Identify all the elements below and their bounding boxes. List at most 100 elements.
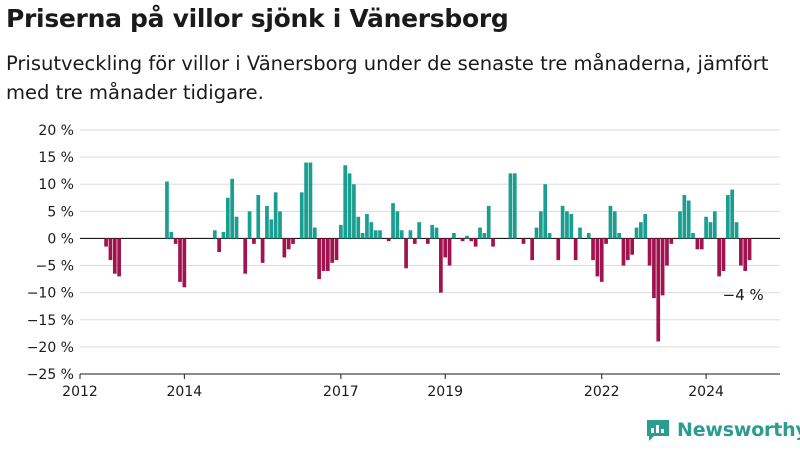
bar: [730, 189, 735, 239]
bar: [247, 211, 252, 239]
bar: [378, 230, 382, 239]
bar: [304, 162, 308, 239]
y-tick-label: −20 %: [27, 340, 74, 356]
bar: [256, 195, 261, 239]
bar: [665, 238, 669, 266]
bar: [321, 238, 326, 271]
bar: [399, 230, 404, 239]
bar: [439, 238, 443, 293]
bar: [556, 238, 561, 261]
bar: [721, 238, 726, 271]
bar: [547, 233, 552, 239]
annotation-label: −4 %: [723, 286, 764, 304]
bar: [339, 224, 343, 239]
bar: [652, 238, 656, 299]
bar: [569, 214, 574, 239]
chart-bubble-icon: [647, 420, 669, 441]
bar: [443, 238, 448, 258]
bar: [708, 222, 713, 239]
bar: [217, 238, 221, 252]
bar: [482, 233, 487, 239]
bar: [269, 219, 274, 239]
bar: [686, 200, 691, 239]
bar: [417, 222, 421, 239]
bar: [630, 238, 635, 255]
bar: [512, 173, 517, 239]
x-tick-label: 2022: [584, 384, 620, 400]
bar: [565, 211, 569, 239]
bar: [452, 233, 456, 239]
bar: [386, 238, 391, 242]
bar: [704, 216, 708, 239]
bar: [260, 238, 265, 263]
y-tick-label: 5 %: [47, 204, 74, 220]
bars: [104, 162, 752, 342]
bar: [391, 203, 395, 239]
bar: [695, 238, 700, 250]
bar: [612, 211, 617, 239]
bar: [599, 238, 604, 282]
bar: [412, 238, 417, 244]
brand-name: Newsworthy: [677, 419, 800, 441]
bar: [425, 238, 430, 244]
bar: [308, 162, 313, 239]
bar: [591, 238, 595, 261]
bar: [299, 192, 304, 239]
bar: [508, 173, 513, 239]
x-axis: 2012 2014 2017 2019 2022 2024: [62, 373, 780, 400]
bar: [169, 231, 174, 239]
bar: [486, 205, 491, 239]
chart-subtitle: Prisutveckling för villor i Vänersborg u…: [6, 52, 769, 104]
bar: [647, 238, 652, 266]
bar: [234, 216, 239, 239]
y-tick-label: 0 %: [47, 231, 74, 247]
bar: [595, 238, 600, 277]
x-tick-label: 2019: [427, 384, 463, 400]
bar: [543, 184, 548, 239]
bar: [586, 233, 591, 239]
y-tick-label: −5 %: [36, 259, 74, 275]
bar: [317, 238, 321, 280]
bar: [460, 238, 465, 242]
bar: [621, 238, 626, 266]
bar: [112, 238, 117, 274]
bar: [225, 197, 230, 239]
bar: [165, 181, 169, 239]
bar: [182, 238, 187, 288]
y-tick-label: 15 %: [38, 150, 74, 166]
bar: [243, 238, 248, 274]
bar: [604, 238, 608, 244]
x-tick-label: 2017: [323, 384, 359, 400]
bar: [434, 227, 439, 239]
bar: [369, 222, 374, 239]
newsworthy-logo: Newsworthy: [645, 418, 800, 442]
bar: [560, 205, 565, 239]
y-tick-label: −15 %: [27, 313, 74, 329]
bar: [252, 238, 256, 244]
bar: [634, 227, 639, 239]
bar: [691, 233, 695, 239]
bar: [534, 227, 539, 239]
bar: [408, 230, 413, 239]
bar: [447, 238, 452, 266]
bar: [465, 235, 469, 239]
bar: [365, 214, 369, 239]
x-tick-label: 2012: [62, 384, 98, 400]
bar: [347, 173, 352, 239]
bar: [478, 227, 482, 239]
bar: [286, 238, 291, 250]
x-tick-label: 2014: [167, 384, 203, 400]
bar: [469, 238, 474, 242]
bar: [656, 238, 661, 342]
bar: [669, 238, 674, 244]
bar: [404, 238, 408, 269]
bar: [212, 230, 217, 239]
bar: [178, 238, 182, 282]
bar: [117, 238, 121, 277]
bar: [678, 211, 682, 239]
bar: [373, 230, 378, 239]
bar: [356, 216, 361, 239]
bar: [312, 227, 317, 239]
y-tick-label: 20 %: [38, 123, 74, 139]
